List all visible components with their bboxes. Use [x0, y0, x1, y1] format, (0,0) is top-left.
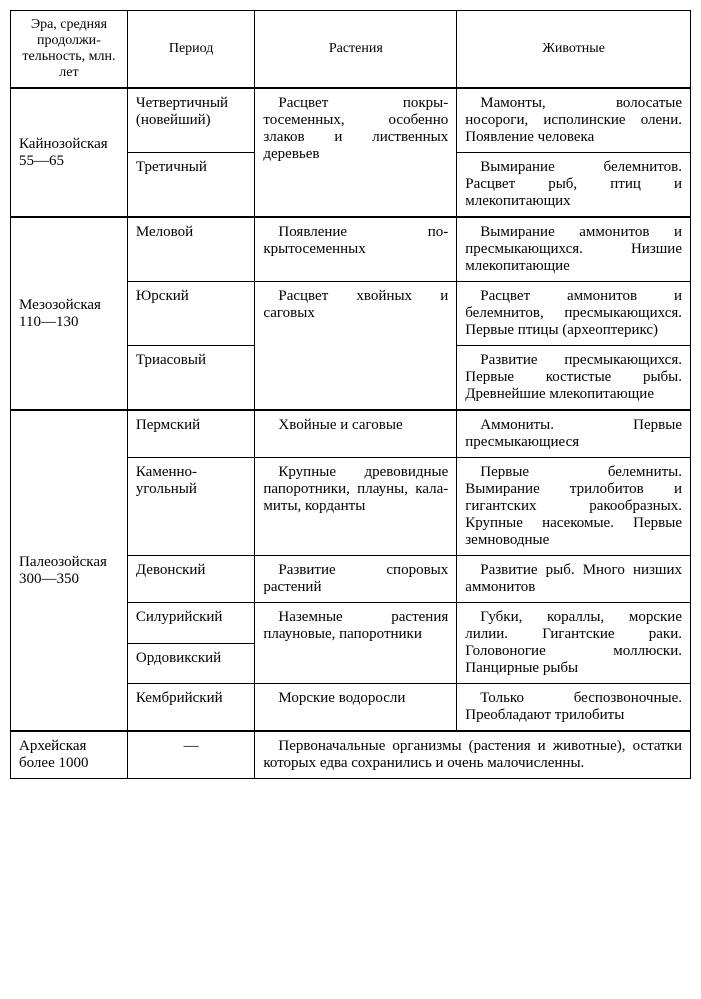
animals-cambrian: Только беспозвоноч­ные. Преобладают три­…: [457, 684, 691, 732]
period-triassic: Триасовый: [127, 346, 255, 411]
animals-permian: Аммониты. Первые пресмыкающиеся: [457, 410, 691, 458]
animals-triassic: Развитие пресмыка­ющихся. Первые кости­с…: [457, 346, 691, 411]
period-devonian: Девонский: [127, 556, 255, 603]
plants-silurian: Наземные расте­ния плауновые, папоротник…: [255, 603, 457, 684]
era-cenozoic: Кайнозой­ская 55—65: [11, 88, 128, 217]
animals-jurassic: Расцвет аммонитов и белемнитов, пресмыка…: [457, 282, 691, 346]
header-era: Эра, средняя продолжи­тельность, млн. ле…: [11, 11, 128, 89]
header-animals: Животные: [457, 11, 691, 89]
period-permian: Пермский: [127, 410, 255, 458]
period-carboniferous: Каменно­угольный: [127, 458, 255, 556]
table-row: Мезозой­ская 110—130 Меловой Появление п…: [11, 217, 691, 282]
period-ordovician: Ордовикский: [127, 643, 255, 684]
header-period: Период: [127, 11, 255, 89]
table-row: Палеозой­ская 300—350 Пермский Хвойные и…: [11, 410, 691, 458]
plants-devonian: Развитие споро­вых растений: [255, 556, 457, 603]
period-tertiary: Третичный: [127, 153, 255, 218]
plants-cenozoic: Расцвет покры­тосеменных, осо­бенно злак…: [255, 88, 457, 217]
era-mesozoic: Мезозой­ская 110—130: [11, 217, 128, 410]
plants-jurassic: Расцвет хвойных и саговых: [255, 282, 457, 411]
table-row: Кайнозой­ская 55—65 Четвертичный (новейш…: [11, 88, 691, 153]
period-jurassic: Юрский: [127, 282, 255, 346]
animals-devonian: Развитие рыб. Много низших аммонитов: [457, 556, 691, 603]
header-plants: Растения: [255, 11, 457, 89]
plants-permian: Хвойные и саго­вые: [255, 410, 457, 458]
period-cretaceous: Меловой: [127, 217, 255, 282]
geologic-eras-table: Эра, средняя продолжи­тельность, млн. ле…: [10, 10, 691, 779]
table-row: Архейская более 1000 — Первоначальные ор…: [11, 731, 691, 779]
animals-cretaceous: Вымирание аммонитов и пресмыкающихся. Ни…: [457, 217, 691, 282]
table-header-row: Эра, средняя продолжи­тельность, млн. ле…: [11, 11, 691, 89]
animals-carboniferous: Первые белемниты. Вымирание трилобитов и…: [457, 458, 691, 556]
archean-combined: Первоначальные организмы (растения и жив…: [255, 731, 691, 779]
era-paleozoic: Палеозой­ская 300—350: [11, 410, 128, 731]
period-silurian: Силурийский: [127, 603, 255, 644]
plants-carboniferous: Крупные древо­видные папоротни­ки, плаун…: [255, 458, 457, 556]
animals-quaternary: Мамонты, волосатые носороги, исполинские…: [457, 88, 691, 153]
period-cambrian: Кембрийский: [127, 684, 255, 732]
period-archean: —: [127, 731, 255, 779]
period-quaternary: Четвертичный (новейший): [127, 88, 255, 153]
era-archean: Архейская более 1000: [11, 731, 128, 779]
plants-cambrian: Морские водо­росли: [255, 684, 457, 732]
animals-tertiary: Вымирание белемни­тов. Расцвет рыб, птиц…: [457, 153, 691, 218]
plants-cretaceous: Появление по­крытосеменных: [255, 217, 457, 282]
animals-silurian: Губки, кораллы, мор­ские лилии. Гигантск…: [457, 603, 691, 684]
